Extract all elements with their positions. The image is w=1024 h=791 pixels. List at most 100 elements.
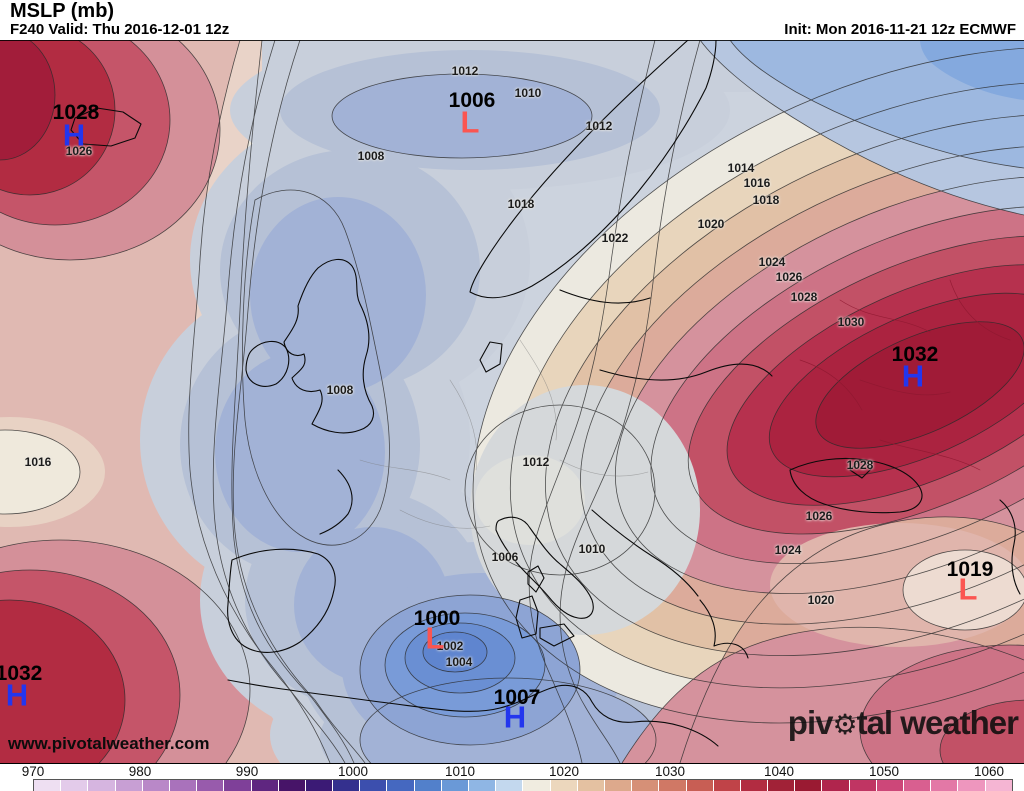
contour-label: 1026 [805,509,833,523]
colorbar-tick: 1030 [654,764,686,779]
map-artwork-shape [384,612,546,718]
logo: piv⚙tal weather [787,704,1019,742]
colorbar-swatch [985,780,1012,791]
map-artwork-shape [539,623,575,647]
map-artwork-shape [879,439,981,471]
map-artwork-shape [940,700,1024,763]
colorbar-swatch [414,780,441,791]
map-artwork-shape [699,40,1024,216]
contour-label: 1014 [727,161,755,175]
pressure-center-letter: L [460,104,480,140]
pressure-center-value: 1000 [413,607,461,630]
colorbar-swatch [169,780,197,791]
colorbar-swatch [931,780,958,791]
map-artwork-shape [859,644,1024,763]
colorbar-swatch [904,780,931,791]
isobar-contours [0,40,1024,763]
colorbar-tick: 1010 [444,764,476,779]
mediterranean-low-fills [360,595,580,745]
map-artwork-shape [423,632,487,672]
map-artwork-shape [726,264,1024,506]
colorbar-swatch [360,780,387,791]
map-artwork-shape [0,40,56,161]
map-artwork-shape [949,279,1011,341]
admin-borders [359,279,1011,529]
map-artwork-shape [591,509,699,597]
map-artwork-shape [559,40,701,763]
colorbar-swatch [197,780,224,791]
map-artwork-shape [227,679,719,747]
map-artwork-shape [283,258,375,434]
map-artwork-shape [359,677,657,763]
map-artwork-shape [839,299,931,333]
colorbar-swatch [278,780,305,791]
map-artwork-shape [559,289,651,304]
pressure-center-value: 1032 [891,343,939,366]
map-artwork-shape [464,404,656,576]
colorbar-swatch [387,780,414,791]
pressure-center-value: 1028 [52,101,100,124]
colorbar-swatch [686,780,713,791]
contour-label: 1016 [24,455,52,469]
contour-label: 1030 [837,315,865,329]
colorbar-tick: 1020 [548,764,580,779]
pressure-center-letter: H [5,677,29,713]
colorbar-swatch [604,780,632,791]
colorbar-swatch [115,780,142,791]
map-artwork-shape [231,40,355,763]
map-artwork-shape [679,516,1024,763]
map-artwork-shape [799,359,863,411]
colorbar-swatch [61,780,88,791]
pressure-center-value: 1006 [448,89,496,112]
colorbar-swatch [251,780,278,791]
map-artwork-shape [768,292,1024,478]
contour-label: 1012 [585,119,613,133]
map-artwork-shape [0,40,116,196]
east-high-fills [473,47,1024,723]
map-artwork-shape [939,699,1024,763]
logo-text-pre: piv [787,704,834,741]
pressure-center-value: 1032 [0,662,43,685]
map-artwork-shape [789,457,923,514]
map-artwork-shape [545,114,1024,656]
map-artwork-shape [472,46,1024,724]
map-artwork-shape [0,40,55,160]
contour-label: 1024 [758,255,786,269]
map-artwork-shape [903,550,1024,630]
map-artwork-shape [849,459,873,479]
map-artwork-shape [999,499,1021,595]
map-artwork-shape [0,429,81,515]
map-artwork-shape [699,599,749,659]
pressure-map-artwork [0,40,1024,763]
map-artwork-shape [799,279,1011,471]
colorbar-swatch [224,780,251,791]
map-artwork-shape [250,197,426,393]
pressure-center-value: 1007 [493,686,541,709]
pressure-center-letter: L [425,620,445,656]
logo-text-post: tal weather [856,704,1019,741]
map-artwork-shape [650,205,1024,565]
colorbar-swatch [34,780,61,791]
colorbar-swatch [632,780,659,791]
pressure-map: 1012 1010 1012 1008 1026 1014 1016 1018 1020 1018… [0,40,1024,763]
map-artwork-shape [359,459,451,481]
header: MSLP (mb) F240 Valid: Thu 2016-12-01 12z… [0,0,1024,40]
map-artwork-shape [188,40,331,763]
map-artwork-shape [359,594,581,746]
colorbar-swatch [876,780,903,791]
map-artwork-shape [0,40,171,226]
colorbar-swatch [441,780,468,791]
colorbar-tick: 1050 [868,764,900,779]
contour-label: 1006 [491,550,519,564]
colorbar-swatch [142,780,169,791]
contour-label: 1004 [445,655,473,669]
contour-label: 1010 [578,542,606,556]
colorbar-tick: 980 [128,764,152,779]
map-artwork-shape [515,595,539,639]
map-artwork-shape [227,548,336,653]
map-artwork-shape [359,339,649,529]
map-artwork-shape [509,81,1024,689]
contour-label: 1024 [774,543,802,557]
model-init-label: Init: Mon 2016-11-21 12z ECMWF [784,21,1016,38]
